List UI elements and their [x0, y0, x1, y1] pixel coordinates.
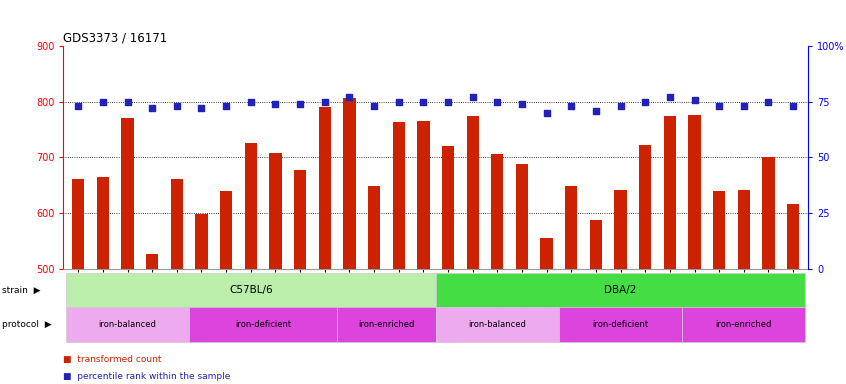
Point: [96, 99, 110, 105]
Point: [639, 99, 652, 105]
Bar: [294, 170, 306, 269]
Bar: [436, 307, 559, 342]
Bar: [682, 307, 805, 342]
Point: [466, 94, 480, 100]
Text: iron-deficient: iron-deficient: [235, 320, 291, 329]
Bar: [639, 145, 651, 269]
Text: strain  ▶: strain ▶: [2, 285, 41, 295]
Bar: [146, 254, 158, 269]
Text: iron-balanced: iron-balanced: [99, 320, 157, 329]
Bar: [72, 179, 85, 269]
Point: [219, 103, 233, 109]
Bar: [244, 143, 257, 269]
Point: [392, 99, 405, 105]
Text: ■  percentile rank within the sample: ■ percentile rank within the sample: [63, 372, 231, 381]
Text: iron-balanced: iron-balanced: [469, 320, 526, 329]
Bar: [393, 122, 405, 269]
Bar: [343, 98, 355, 269]
Bar: [220, 191, 233, 269]
Point: [491, 99, 504, 105]
Bar: [368, 186, 380, 269]
Bar: [713, 191, 725, 269]
Bar: [269, 153, 282, 269]
Point: [540, 110, 553, 116]
Point: [737, 103, 750, 109]
Point: [294, 101, 307, 107]
Text: protocol  ▶: protocol ▶: [2, 320, 52, 329]
Bar: [559, 307, 682, 342]
Point: [712, 103, 726, 109]
Bar: [689, 115, 700, 269]
Text: DBA/2: DBA/2: [604, 285, 637, 295]
Bar: [436, 273, 805, 307]
Point: [367, 103, 381, 109]
Point: [442, 99, 455, 105]
Point: [614, 103, 628, 109]
Bar: [190, 307, 337, 342]
Bar: [121, 118, 134, 269]
Bar: [66, 307, 190, 342]
Point: [416, 99, 430, 105]
Point: [71, 103, 85, 109]
Point: [564, 103, 578, 109]
Point: [121, 99, 135, 105]
Point: [787, 103, 800, 109]
Bar: [787, 204, 799, 269]
Bar: [195, 214, 207, 269]
Bar: [171, 179, 183, 269]
Text: iron-enriched: iron-enriched: [716, 320, 772, 329]
Point: [195, 105, 208, 111]
Point: [170, 103, 184, 109]
Bar: [466, 116, 479, 269]
Bar: [565, 186, 578, 269]
Text: GDS3373 / 16171: GDS3373 / 16171: [63, 31, 168, 44]
Bar: [66, 273, 436, 307]
Point: [146, 105, 159, 111]
Point: [589, 108, 602, 114]
Bar: [442, 146, 454, 269]
Bar: [516, 164, 528, 269]
Point: [515, 101, 529, 107]
Text: iron-deficient: iron-deficient: [592, 320, 649, 329]
Point: [688, 96, 701, 103]
Point: [663, 94, 677, 100]
Bar: [319, 107, 331, 269]
Text: iron-enriched: iron-enriched: [358, 320, 415, 329]
Point: [343, 94, 356, 100]
Bar: [664, 116, 676, 269]
Point: [318, 99, 332, 105]
Bar: [541, 238, 552, 269]
Text: ■  transformed count: ■ transformed count: [63, 355, 162, 364]
Point: [269, 101, 283, 107]
Bar: [417, 121, 430, 269]
Bar: [337, 307, 436, 342]
Point: [761, 99, 775, 105]
Bar: [738, 190, 750, 269]
Bar: [96, 177, 109, 269]
Bar: [590, 220, 602, 269]
Text: C57BL/6: C57BL/6: [229, 285, 272, 295]
Bar: [492, 154, 503, 269]
Bar: [614, 190, 627, 269]
Bar: [762, 157, 775, 269]
Point: [244, 99, 257, 105]
